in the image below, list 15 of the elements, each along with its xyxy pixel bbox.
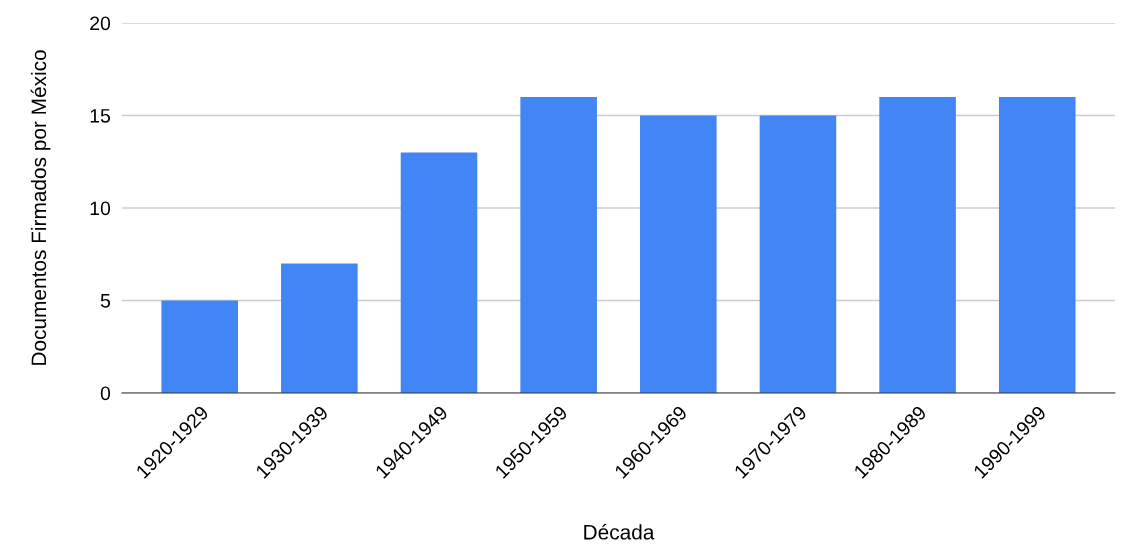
- y-tick-label: 0: [100, 386, 111, 401]
- y-axis-title: Documentos Firmados por México: [30, 50, 51, 365]
- bar: [998, 96, 1076, 393]
- x-axis-title: Década: [584, 524, 655, 540]
- bar: [520, 96, 597, 393]
- bar: [161, 300, 239, 393]
- y-tick-label: 15: [90, 109, 111, 123]
- bar: [400, 152, 478, 393]
- y-tick-label: 10: [90, 201, 111, 216]
- bar: [281, 263, 358, 393]
- bar: [759, 115, 837, 393]
- bar: [879, 96, 956, 393]
- bar: [640, 115, 717, 393]
- y-tick-label: 5: [100, 294, 111, 308]
- y-tick-label: 20: [90, 16, 111, 31]
